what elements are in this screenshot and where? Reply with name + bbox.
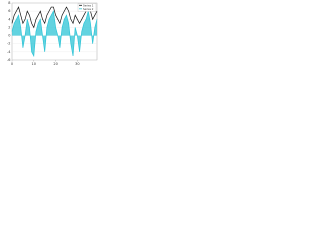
x-tick-label: 30 (75, 62, 79, 66)
y-tick-label: 2 (8, 25, 10, 29)
x-tick-label: 10 (32, 62, 36, 66)
y-tick-label: 8 (8, 1, 10, 5)
y-tick-label: 4 (8, 17, 11, 21)
y-tick-label: -4 (7, 50, 11, 54)
x-tick-label: 0 (11, 62, 13, 66)
legend-box (77, 3, 97, 12)
y-tick-label: -2 (7, 42, 11, 46)
page: {"chart_data": {"type": "line", "x": [0,… (0, 0, 320, 72)
y-tick-label: -6 (7, 58, 11, 62)
y-tick-label: 6 (8, 9, 10, 13)
x-tick-label: 20 (53, 62, 57, 66)
y-tick-label: 0 (8, 34, 10, 38)
line (11, 10, 98, 58)
line (11, 6, 98, 29)
legend-label: Series 2 (83, 7, 94, 11)
legend-label: Series 1 (83, 3, 94, 7)
area (12, 11, 97, 56)
